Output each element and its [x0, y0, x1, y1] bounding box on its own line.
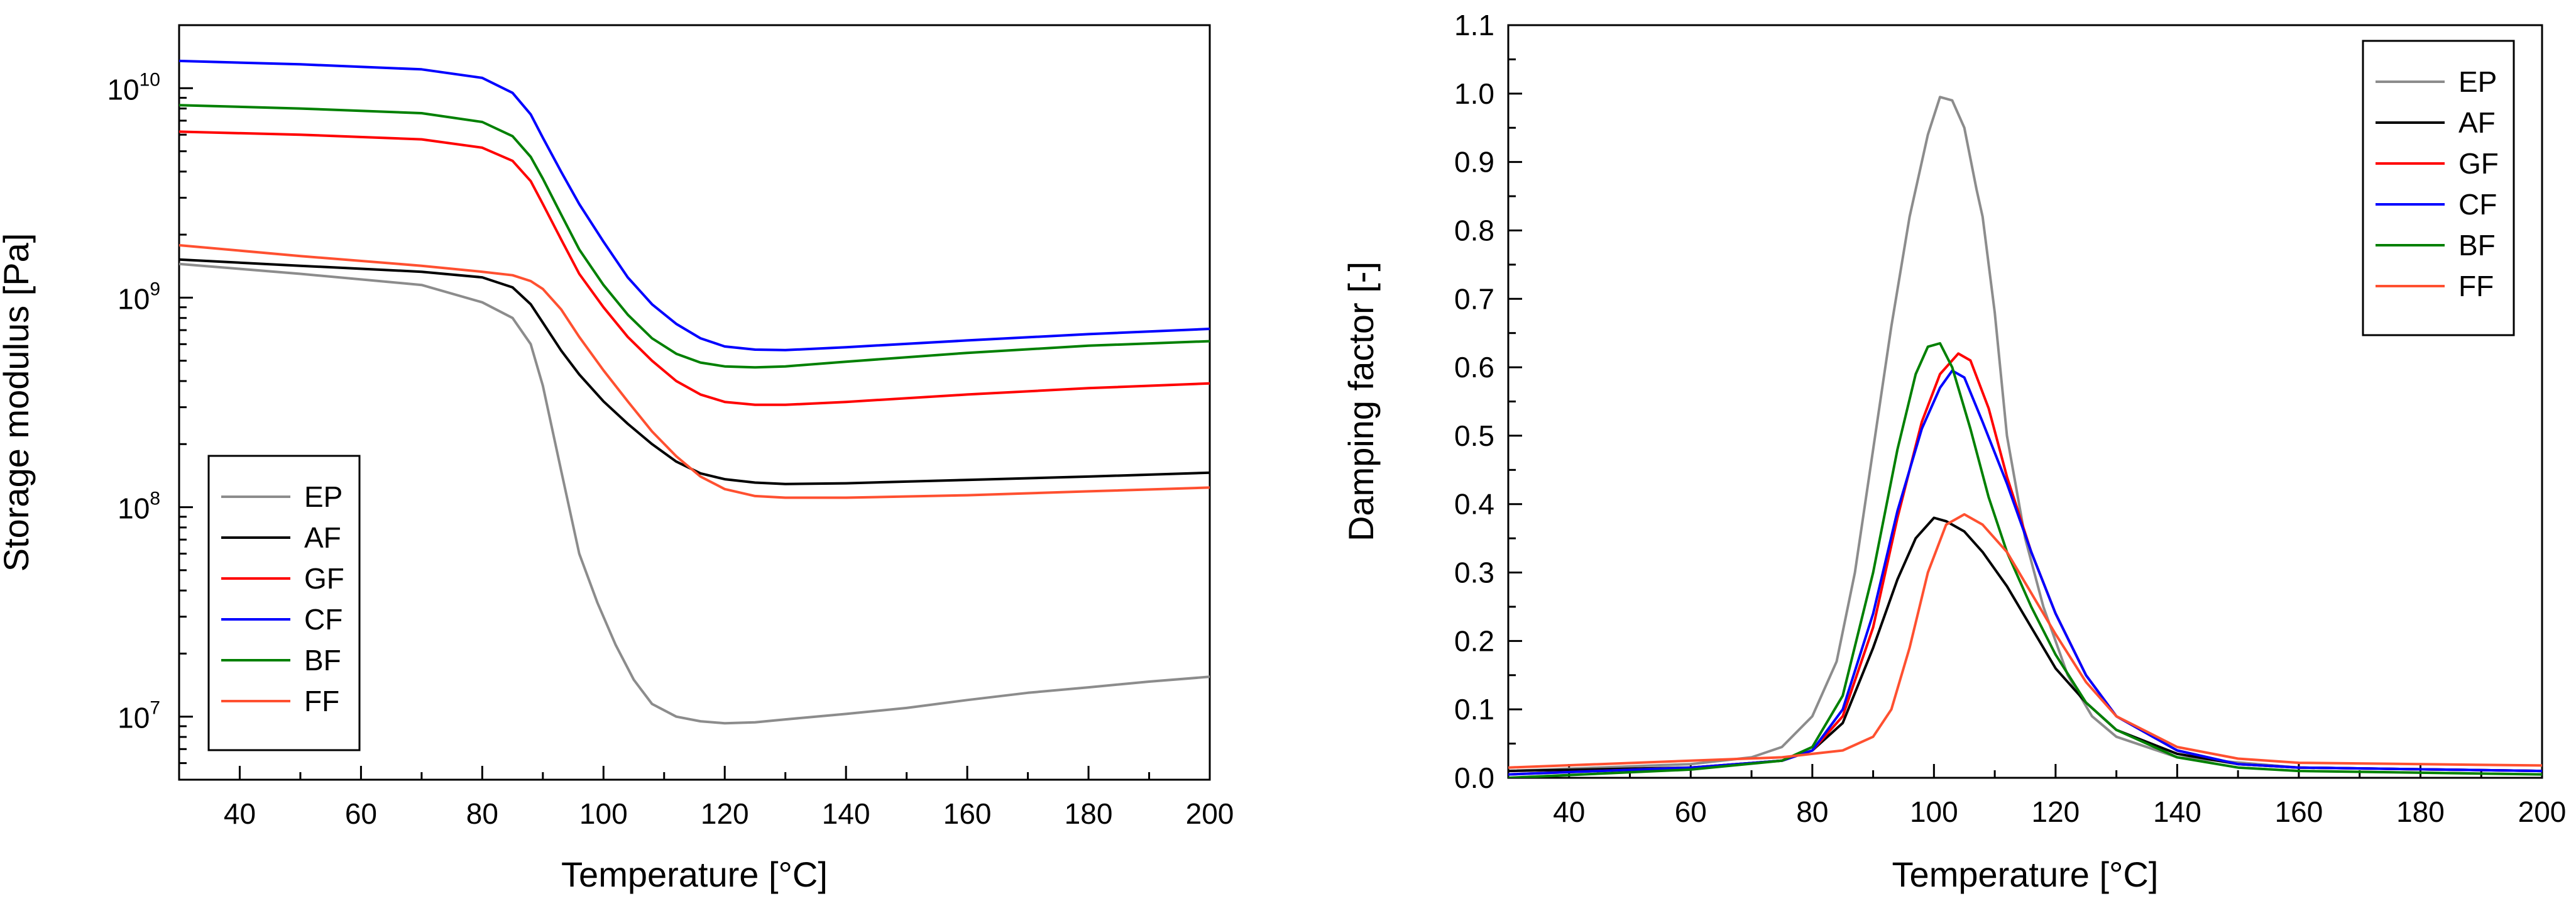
series-line-af — [179, 258, 1210, 485]
legend-label-bf: BF — [304, 644, 341, 677]
x-tick-label: 180 — [1065, 797, 1113, 830]
y-tick-label: 0.0 — [1454, 761, 1494, 794]
series-line-ff — [179, 244, 1210, 499]
legend-label-af: AF — [304, 521, 341, 554]
y-tick-label: 0.1 — [1454, 693, 1494, 726]
x-tick-label: 40 — [1553, 795, 1585, 828]
x-tick-label: 60 — [1675, 795, 1707, 828]
y-tick-label: 0.7 — [1454, 282, 1494, 315]
x-tick-label: 200 — [1186, 797, 1234, 830]
series-group — [1508, 96, 2542, 778]
y-tick-label: 1010 — [107, 69, 160, 106]
y-tick-label: 1.0 — [1454, 77, 1494, 110]
y-tick-label: 0.5 — [1454, 419, 1494, 452]
series-line-ff — [1508, 513, 2542, 769]
x-tick-label: 180 — [2396, 795, 2445, 828]
storage-modulus-chart: 40 60 80 100 120 140 160 180 200 107 108 109 1010 Tem… — [0, 24, 1234, 894]
x-tick-label: 120 — [701, 797, 749, 830]
y-tick-label: 0.3 — [1454, 556, 1494, 589]
y-tick-label: 0.9 — [1454, 146, 1494, 179]
series-line-cf — [1508, 369, 2542, 776]
x-tick-label: 100 — [1910, 795, 1958, 828]
series-line-ep — [1508, 96, 2542, 773]
y-tick-label: 109 — [118, 279, 160, 315]
x-tick-label: 140 — [822, 797, 870, 830]
y-axis-title: Damping factor [-] — [1341, 262, 1381, 541]
legend-label-gf: GF — [304, 562, 344, 595]
y-tick-label: 0.2 — [1454, 624, 1494, 657]
y-tick-label: 1.1 — [1454, 9, 1494, 42]
x-tick-label: 160 — [2275, 795, 2323, 828]
legend-label-gf: GF — [2458, 147, 2499, 180]
x-tick-label: 120 — [2032, 795, 2080, 828]
legend: EP AF GF CF BF FF — [207, 455, 361, 751]
x-tick-label: 140 — [2153, 795, 2201, 828]
legend-label-af: AF — [2458, 106, 2496, 139]
series-line-cf — [179, 59, 1210, 351]
y-tick-label: 0.4 — [1454, 488, 1494, 521]
damping-factor-chart: 40 60 80 100 120 140 160 180 200 0.0 0.1 0.2 0.3 0.4 0… — [1341, 9, 2566, 894]
plot-frame — [178, 24, 1211, 781]
x-tick-label: 40 — [224, 797, 256, 830]
series-line-gf — [179, 130, 1210, 406]
x-axis-title: Temperature [°C] — [1892, 855, 2159, 894]
legend-label-cf: CF — [304, 603, 343, 636]
series-line-bf — [179, 104, 1210, 369]
y-tick-label: 0.6 — [1454, 351, 1494, 384]
y-tick-label: 107 — [118, 698, 160, 734]
y-axis-title: Storage modulus [Pa] — [0, 233, 36, 572]
legend-label-ep: EP — [304, 480, 343, 513]
series-line-gf — [1508, 352, 2542, 776]
series-line-bf — [1508, 342, 2542, 778]
x-tick-label: 160 — [943, 797, 992, 830]
legend-label-ep: EP — [2458, 65, 2497, 98]
x-tick-label: 80 — [466, 797, 498, 830]
legend-label-cf: CF — [2458, 188, 2497, 221]
series-group — [179, 59, 1210, 725]
series-line-ep — [179, 262, 1210, 725]
x-tick-label: 200 — [2518, 795, 2567, 828]
legend: EP AF GF CF BF FF — [2362, 40, 2515, 336]
legend-label-bf: BF — [2458, 229, 2496, 262]
legend-label-ff: FF — [2458, 270, 2494, 302]
x-axis-title: Temperature [°C] — [561, 855, 828, 894]
series-line-af — [1508, 516, 2542, 773]
x-tick-label: 80 — [1796, 795, 1828, 828]
y-tick-label: 108 — [118, 489, 160, 525]
y-tick-label: 0.8 — [1454, 214, 1494, 246]
legend-label-ff: FF — [304, 685, 339, 717]
x-tick-label: 60 — [345, 797, 377, 830]
x-tick-label: 100 — [579, 797, 628, 830]
